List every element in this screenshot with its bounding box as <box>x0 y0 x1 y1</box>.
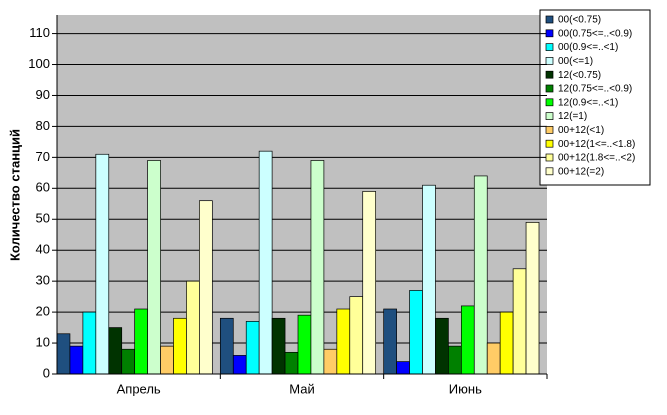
legend-label: 00(<0.75) <box>558 15 601 26</box>
bar <box>245 321 260 375</box>
bar <box>362 191 377 375</box>
legend-label: 00(<=1) <box>558 56 593 67</box>
bar <box>349 296 364 375</box>
y-tick-label: 80 <box>36 118 50 133</box>
bar <box>310 160 325 375</box>
legend-swatch <box>545 70 554 79</box>
legend-label: 00+12(1.8<=..<2) <box>558 153 635 164</box>
x-tick-label: Июнь <box>449 381 482 396</box>
bar <box>271 317 286 375</box>
bar <box>297 314 312 375</box>
bar <box>82 311 97 375</box>
legend-label: 12(0.9<=..<1) <box>558 97 618 108</box>
bar <box>383 308 397 375</box>
y-tick-label: 30 <box>36 273 50 288</box>
bar <box>199 200 213 375</box>
bar <box>512 268 527 375</box>
legend-swatch <box>545 43 554 51</box>
bar <box>525 222 540 375</box>
bar <box>448 345 462 375</box>
bar <box>486 342 501 375</box>
bar <box>499 311 514 375</box>
bar <box>147 160 161 375</box>
bar <box>173 317 187 375</box>
legend-swatch <box>545 57 554 65</box>
bar <box>258 150 273 375</box>
bar <box>186 280 200 375</box>
bar <box>336 308 351 375</box>
y-tick-label: 90 <box>36 87 50 102</box>
bar <box>56 333 71 375</box>
legend-swatch <box>545 15 554 24</box>
legend-swatch <box>545 84 554 93</box>
legend-label: 12(=1) <box>558 111 587 122</box>
x-tick-label: Апрель <box>117 381 161 396</box>
legend-label: 00(0.9<=..<1) <box>558 42 618 53</box>
bar <box>232 355 247 375</box>
y-tick-label: 70 <box>36 149 50 164</box>
bar <box>160 345 174 375</box>
legend-label: 00+12(<1) <box>558 125 604 136</box>
x-tick-label: Май <box>289 381 314 396</box>
bar <box>121 348 136 375</box>
y-tick-label: 40 <box>36 242 50 257</box>
bar <box>69 345 84 375</box>
legend-label: 12(<0.75) <box>558 70 601 81</box>
y-tick-label: 0 <box>43 365 50 380</box>
y-tick-label: 50 <box>36 211 50 226</box>
bar <box>460 305 475 375</box>
legend-label: 00+12(=2) <box>558 166 604 177</box>
legend <box>539 9 651 186</box>
y-axis-label: Количество станций <box>7 129 22 261</box>
bar <box>435 317 449 375</box>
legend-swatch <box>545 126 554 134</box>
legend-swatch <box>545 139 554 148</box>
y-tick-label: 110 <box>29 25 50 40</box>
bar <box>219 317 234 375</box>
legend-label: 00+12(1<=..<1.8) <box>558 139 635 150</box>
bar <box>473 175 488 375</box>
y-tick-label: 100 <box>28 56 50 71</box>
y-tick-label: 60 <box>36 180 50 195</box>
y-tick-label: 10 <box>36 334 50 349</box>
bar <box>409 290 423 375</box>
bar <box>422 184 436 375</box>
legend-label: 12(0.75<=..<0.9) <box>558 84 632 95</box>
bar <box>134 308 148 375</box>
y-tick-label: 20 <box>36 304 50 319</box>
bar <box>108 327 123 375</box>
legend-swatch <box>545 98 554 107</box>
bar <box>95 153 110 375</box>
bar <box>323 348 338 375</box>
legend-swatch <box>545 167 554 176</box>
bar <box>396 361 410 375</box>
legend-swatch <box>545 153 554 162</box>
legend-label: 00(0.75<=..<0.9) <box>558 28 632 39</box>
legend-swatch <box>545 29 554 38</box>
legend-swatch <box>545 112 554 120</box>
bar <box>284 351 299 375</box>
